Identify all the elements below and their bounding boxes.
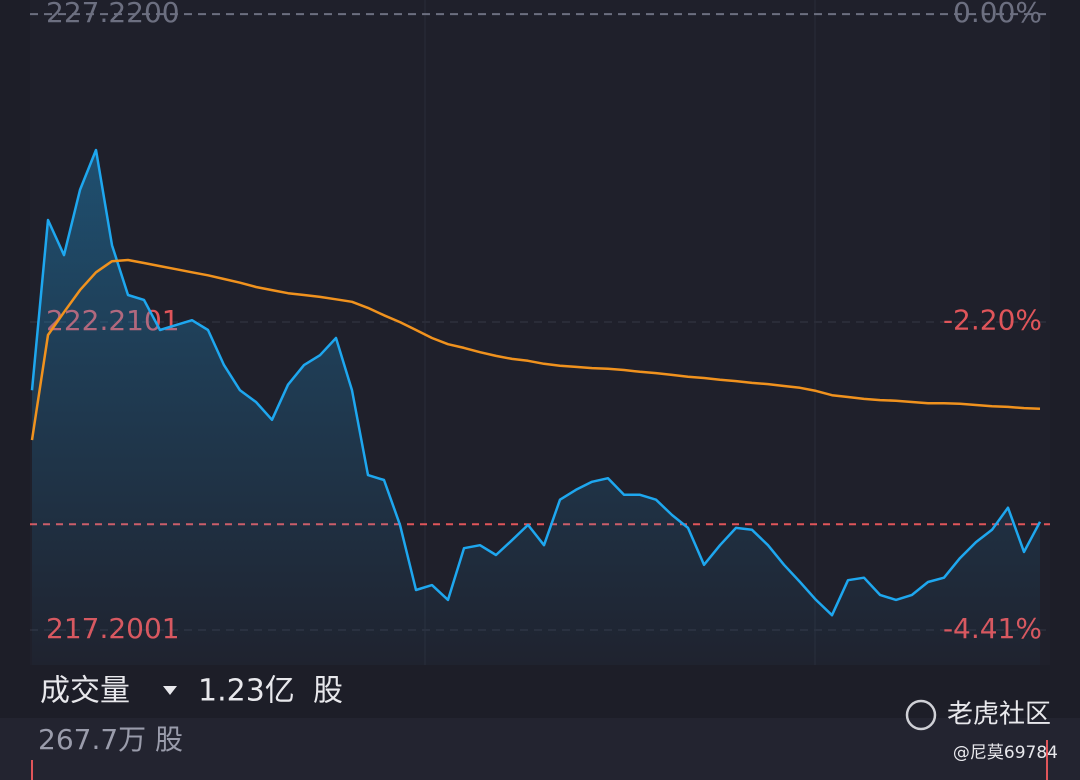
volume-total: 1.23亿 xyxy=(198,674,295,709)
price-area xyxy=(32,150,1040,665)
volume-unit: 股 xyxy=(313,674,343,709)
volume-current: 267.7万 股 xyxy=(38,723,183,756)
watermark-brand: 老虎社区 xyxy=(947,700,1051,730)
average-line xyxy=(30,258,1041,441)
dropdown-arrow[interactable] xyxy=(163,686,177,695)
y2-tick-label: 0.00% xyxy=(953,0,1042,29)
volume-label: 成交量 xyxy=(40,674,130,709)
watermark-user: @尼莫69784 xyxy=(953,743,1058,763)
watermark-icon xyxy=(905,699,937,731)
price-line xyxy=(30,148,1042,617)
y-tick-label: 227.2200 xyxy=(46,0,180,29)
volume-panel xyxy=(0,718,1080,780)
y2-tick-label: -2.20% xyxy=(943,303,1042,336)
